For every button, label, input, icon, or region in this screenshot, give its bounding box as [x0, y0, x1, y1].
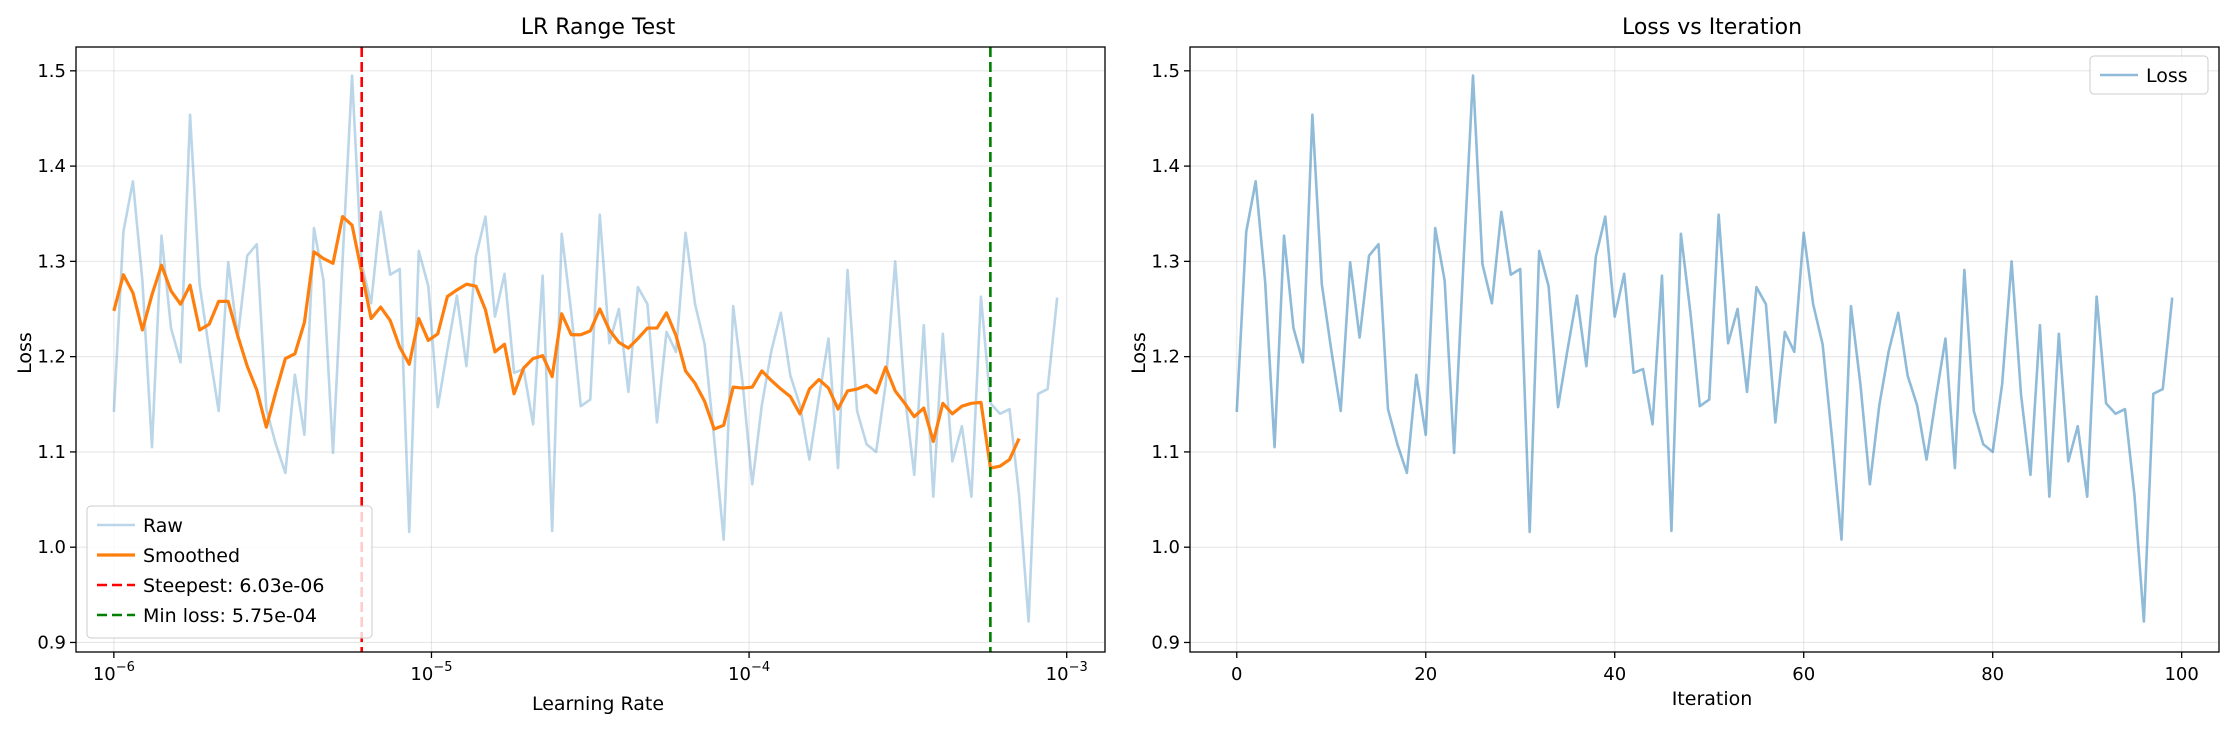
y-tick-label: 1.5 [1151, 61, 1180, 82]
x-tick-label: 100 [2164, 664, 2198, 685]
legend: Raw Smoothed Steepest: 6.03e-06 Min loss: 5… [86, 505, 373, 639]
lr-range-test-panel: LR Range Test Learning Rate Loss 10−6 10−… [14, 15, 1106, 715]
grid [1190, 47, 2219, 652]
x-tick-label: 60 [1792, 664, 1815, 685]
legend-label: Smoothed [143, 545, 240, 567]
axes-frame [1189, 46, 2220, 653]
x-tick-label: 80 [1981, 664, 2004, 685]
series-line-raw [112, 74, 1059, 623]
legend-label: Min loss: 5.75e-04 [143, 605, 317, 627]
y-tick-label: 1.1 [1151, 442, 1180, 463]
chart-title: LR Range Test [521, 15, 676, 40]
y-axis-label: Loss [14, 332, 36, 374]
legend: Loss [2089, 55, 2209, 95]
x-axis-label: Iteration [1672, 688, 1753, 710]
y-tick-label: 1.1 [37, 442, 66, 463]
x-tick-label: 10−6 [93, 660, 135, 685]
x-tick-label: 0 [1231, 664, 1242, 685]
y-tick-label: 1.0 [37, 537, 66, 558]
y-tick-label: 0.9 [37, 632, 66, 653]
legend-label: Loss [2146, 65, 2188, 87]
x-tick-label: 40 [1603, 664, 1626, 685]
x-tick-label: 10−4 [728, 660, 770, 685]
legend-box [2089, 55, 2209, 95]
loss-vs-iteration-panel: Loss vs Iteration Iteration Loss 0 20 40 60… [1128, 15, 2220, 710]
y-tick-label: 1.3 [37, 251, 66, 272]
x-axis-label: Learning Rate [532, 693, 664, 715]
y-tick-label: 0.9 [1151, 632, 1180, 653]
x-tick-label: 10−3 [1046, 660, 1088, 685]
legend-label: Steepest: 6.03e-06 [143, 575, 324, 597]
series-line-smoothed [112, 214, 1021, 470]
legend-label: Raw [143, 515, 183, 537]
x-tick-label: 10−5 [410, 660, 452, 685]
y-tick-label: 1.3 [1151, 251, 1180, 272]
y-tick-label: 1.2 [37, 347, 66, 368]
y-tick-label: 1.5 [37, 61, 66, 82]
y-tick-label: 1.0 [1151, 537, 1180, 558]
axes-frame [75, 46, 1106, 653]
y-tick-label: 1.4 [1151, 156, 1180, 177]
chart-title: Loss vs Iteration [1622, 15, 1802, 40]
y-tick-label: 1.4 [37, 156, 66, 177]
y-axis-label: Loss [1128, 332, 1150, 374]
y-tick-label: 1.2 [1151, 347, 1180, 368]
x-tick-label: 20 [1414, 664, 1437, 685]
series-line-loss [1235, 74, 2174, 623]
legend-box [86, 505, 373, 639]
